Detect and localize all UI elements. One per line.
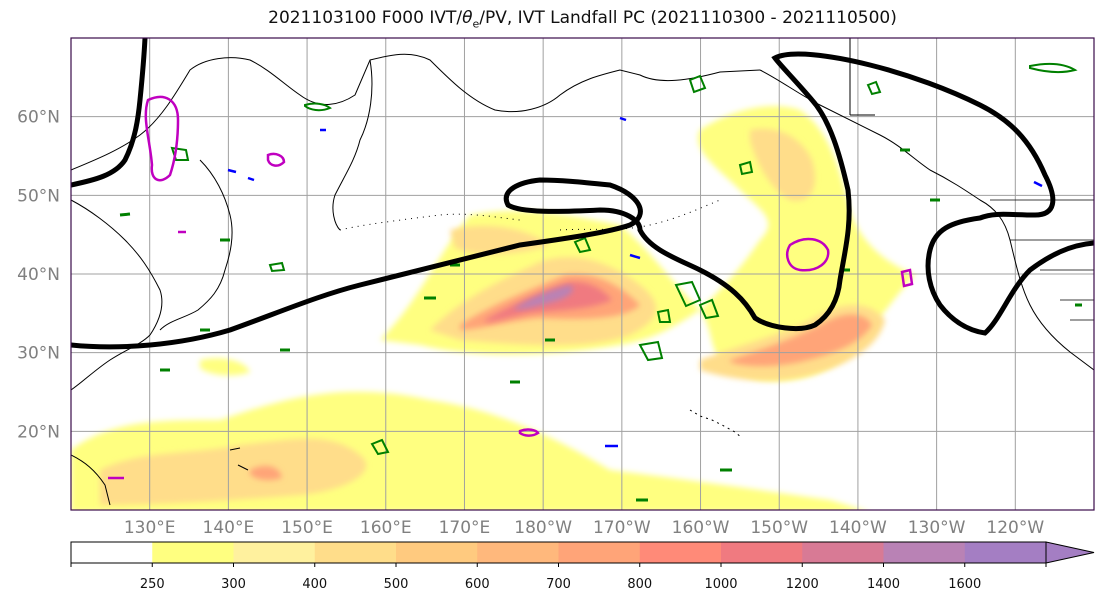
lon-label: 180°W bbox=[514, 518, 572, 538]
colorbar-bin bbox=[152, 542, 234, 563]
pc-contour-main bbox=[71, 51, 1094, 350]
colorbar-bin bbox=[233, 542, 316, 563]
latitude-labels: 60°N 50°N 40°N 30°N 20°N bbox=[17, 108, 60, 443]
colorbar-tick-label: 800 bbox=[627, 577, 652, 592]
pv-low-contours bbox=[227, 116, 1043, 448]
aleutian-chain-east bbox=[559, 199, 721, 231]
colorbar-bin bbox=[639, 542, 722, 563]
china-coast bbox=[71, 334, 151, 391]
pc-contour-west bbox=[71, 38, 148, 188]
colorbar-tick-label: 500 bbox=[384, 577, 409, 592]
lon-label: 130°E bbox=[124, 518, 176, 538]
colorbar-tick-label: 300 bbox=[221, 577, 246, 592]
colorbar-tick-label: 1200 bbox=[786, 577, 819, 592]
pv-contour-tropics bbox=[518, 428, 540, 437]
lat-label: 30°N bbox=[17, 344, 60, 364]
colorbar-bin bbox=[964, 542, 1047, 563]
colorbar-bin bbox=[71, 542, 153, 563]
philippines-outline bbox=[71, 454, 111, 506]
pv-contour-gulf-alaska bbox=[786, 237, 830, 272]
theta-e-contours bbox=[119, 62, 1082, 502]
pc-contours bbox=[71, 38, 1094, 350]
us-state-borders bbox=[990, 199, 1094, 321]
north-america-coastline bbox=[759, 69, 1094, 371]
colorbar-tick-label: 700 bbox=[546, 577, 571, 592]
lon-label: 120°W bbox=[986, 518, 1044, 538]
coastlines bbox=[71, 38, 1094, 506]
small-islands bbox=[229, 447, 249, 471]
ivt-colorbar: 250 300 400 500 600 700 800 1000 1200 1400 1600 bbox=[70, 541, 1095, 592]
colorbar-bin bbox=[396, 542, 478, 563]
lon-label: 140°E bbox=[203, 518, 255, 538]
colorbar-tick-label: 250 bbox=[140, 577, 165, 592]
longitude-labels: 130°E 140°E 150°E 160°E 170°E 180°W 170°W 160°W… bbox=[124, 518, 1045, 538]
colorbar-bin bbox=[477, 542, 559, 563]
korea-china-coast bbox=[71, 199, 163, 336]
alaska-border bbox=[849, 38, 875, 116]
colorbar-bin bbox=[558, 542, 641, 563]
map-frame bbox=[70, 37, 1095, 511]
colorbar-tick-label: 1000 bbox=[704, 577, 737, 592]
pv-contour-siberia bbox=[144, 95, 180, 182]
colorbar-tick-label: 1600 bbox=[948, 577, 981, 592]
ivt-1400-plus bbox=[515, 285, 573, 310]
lon-label: 130°W bbox=[908, 518, 966, 538]
pv-high-contours bbox=[108, 95, 914, 480]
colorbar-extend-arrow bbox=[1045, 541, 1095, 564]
kamchatka-coast bbox=[332, 59, 373, 231]
figure-title: 2021103100 F000 IVT/θe/PV, IVT Landfall … bbox=[268, 8, 897, 31]
lon-label: 150°E bbox=[281, 518, 333, 538]
pv-contour-east bbox=[900, 268, 914, 288]
graticule bbox=[71, 38, 1094, 510]
lon-label: 160°E bbox=[360, 518, 412, 538]
lat-label: 20°N bbox=[17, 422, 60, 442]
colorbar-bin bbox=[721, 542, 803, 563]
colorbar-tick-label: 600 bbox=[465, 577, 490, 592]
colorbar-bin bbox=[314, 542, 397, 563]
asia-coastline bbox=[71, 53, 761, 171]
lon-label: 170°E bbox=[439, 518, 491, 538]
lat-label: 50°N bbox=[17, 186, 60, 206]
lon-label: 160°W bbox=[672, 518, 730, 538]
sakhalin-japan-coast bbox=[159, 159, 233, 331]
colorbar-tick-label: 1400 bbox=[867, 577, 900, 592]
colorbar-bin bbox=[883, 542, 966, 563]
lat-label: 40°N bbox=[17, 265, 60, 285]
pv-contour-sakhalin bbox=[266, 152, 286, 167]
map-panel bbox=[71, 38, 1094, 510]
lon-label: 140°W bbox=[829, 518, 887, 538]
lon-label: 170°W bbox=[593, 518, 651, 538]
lon-label: 150°W bbox=[750, 518, 808, 538]
colorbar-bin bbox=[802, 542, 884, 563]
colorbar-tick-label: 400 bbox=[302, 577, 327, 592]
lat-label: 60°N bbox=[17, 108, 60, 128]
